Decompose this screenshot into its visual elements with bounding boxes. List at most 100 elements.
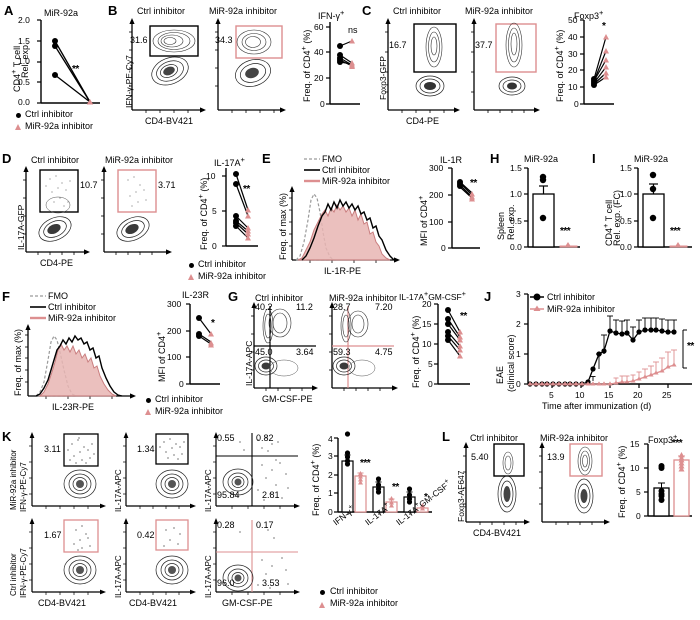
panel-b-plot-left bbox=[129, 18, 206, 113]
panel-c-sub-significance: * bbox=[602, 21, 606, 32]
panel-f-legend-marker-mir bbox=[145, 409, 151, 415]
panel-e-xaxis-label: IL-1R-PE bbox=[324, 266, 362, 276]
panel-g-xaxis-label: GM-CSF-PE bbox=[262, 394, 313, 404]
panel-f-summary: IL-23R MFI of CD4+ 300 200 100 0 * Ctrl … bbox=[140, 288, 230, 428]
panel-f: F FMO Ctrl inhibitor MiR-92a inhibitor F… bbox=[0, 288, 150, 428]
panel-c-sub-ytick-0: 50 bbox=[568, 15, 578, 25]
panel-a-label: A bbox=[4, 3, 14, 18]
panel-f-sub-ytick-1: 200 bbox=[167, 326, 182, 336]
panel-l-sub-ytick-2: 5 bbox=[636, 487, 641, 497]
panel-g-quad-left-lr: 3.64 bbox=[296, 347, 314, 357]
panel-g-sub-ytick-1: 15 bbox=[422, 319, 432, 329]
panel-e-legend-ctrl: Ctrl inhibitor bbox=[322, 165, 371, 175]
panel-c-plot-right bbox=[471, 18, 540, 113]
panel-e-sub-ytick-2: 100 bbox=[429, 217, 444, 227]
panel-k-plot-bottom-2 bbox=[123, 518, 196, 595]
panel-g-quad-right-ul: 28.7 bbox=[333, 302, 351, 312]
panel-c-xaxis-label: CD4-PE bbox=[406, 116, 440, 126]
panel-b-gate-left: 31.6 bbox=[130, 35, 148, 45]
panel-k-xaxis-2: CD4-BV421 bbox=[129, 598, 178, 608]
panel-e-summary: IL-1R MFI of CD4+ 300 200 100 0 ** bbox=[400, 150, 485, 290]
panel-d-sub-title: IL-17A+ bbox=[214, 155, 245, 168]
panel-b-sub-significance: ns bbox=[348, 25, 358, 35]
panel-g-quad-right-lr: 4.75 bbox=[375, 347, 393, 357]
panel-k-summary: Freq. of CD4+ (%) bbox=[300, 430, 451, 620]
panel-k-gate-bot3-ll: 96.0 bbox=[217, 578, 235, 588]
panel-c-sub-ytick-4: 10 bbox=[568, 82, 578, 92]
panel-h-ytick-3: 0.0 bbox=[510, 242, 522, 252]
panel-k-gate-bot2: 0.42 bbox=[137, 530, 155, 540]
panel-k-legend-ctrl: Ctrl inhibitor bbox=[330, 586, 379, 596]
panel-g-quad-left-ur: 11.2 bbox=[296, 302, 313, 312]
panel-d-plot-left bbox=[23, 166, 90, 255]
panel-k-sub-sig-1: ** bbox=[392, 482, 399, 493]
panel-i-label: I bbox=[592, 151, 596, 166]
panel-c-summary: Foxp3+ Freq. of CD4+ (%) 50 40 30 20 10 bbox=[540, 0, 620, 140]
panel-f-sub-ytick-2: 100 bbox=[167, 352, 182, 362]
panel-g-header-right: MiR-92a inhibitor bbox=[328, 293, 398, 303]
panel-k-legend-marker-mir bbox=[319, 602, 325, 608]
panel-d-header-left: Ctrl inhibitor bbox=[30, 155, 79, 165]
panel-h-significance: *** bbox=[560, 226, 571, 237]
panel-d-sub-ytick-0: 10 bbox=[206, 171, 216, 181]
panel-b-sub-ytick-3: 0 bbox=[320, 99, 325, 109]
panel-l-gate-right: 13.9 bbox=[547, 452, 565, 462]
panel-l-label: L bbox=[442, 429, 450, 444]
panel-j-line-chart bbox=[524, 293, 692, 388]
panel-a-ytick-3: 0.5 bbox=[18, 77, 30, 87]
panel-g: G Ctrl inhibitor MiR-92a inhibitor IL-17… bbox=[228, 288, 408, 433]
panel-h-title: MiR-92a bbox=[524, 154, 559, 164]
panel-i-title: MiR-92a bbox=[634, 154, 669, 164]
panel-b-header-left: Ctrl inhibitor bbox=[136, 6, 185, 16]
panel-d-sub-significance: ** bbox=[243, 184, 250, 195]
panel-k-gate-top3-ul: 0.55 bbox=[217, 433, 235, 443]
panel-i: I MiR-92a CD4+ T cell Rel. exp. (FC) 1.5… bbox=[588, 150, 700, 290]
panel-f-legend-mir: MiR-92a inhibitor bbox=[48, 313, 117, 323]
panel-k-sub-ytick-3: 1 bbox=[328, 488, 333, 498]
panel-g-quad-left-ll: 45.0 bbox=[255, 347, 273, 357]
panel-k-legend-marker-ctrl bbox=[320, 590, 325, 595]
panel-e: E FMO Ctrl inhibitor MiR-92a inhibitor F… bbox=[262, 150, 412, 290]
panel-b-sub-ytick-2: 20 bbox=[314, 73, 324, 83]
panel-g-quad-right-ll: 59.3 bbox=[333, 347, 351, 357]
panel-k-gate-bot3-lr: 3.53 bbox=[262, 578, 280, 588]
panel-k-gate-top3-lr: 2.81 bbox=[262, 490, 280, 500]
panel-d-legend-ctrl: Ctrl inhibitor bbox=[198, 259, 247, 269]
panel-h-ytick-1: 1.0 bbox=[510, 189, 522, 199]
panel-g-flow-plots bbox=[251, 302, 398, 391]
panel-f-sub-plot bbox=[186, 303, 220, 385]
panel-h-ytick-0: 1.5 bbox=[510, 163, 522, 173]
panel-e-legend-mir: MiR-92a inhibitor bbox=[322, 176, 391, 186]
panel-g-sub-title: IL-17A+GM-CSF+ bbox=[399, 290, 466, 302]
panel-k-label: K bbox=[2, 429, 12, 444]
panel-d-label: D bbox=[2, 151, 12, 166]
panel-f-legend2-mir: MiR-92a inhibitor bbox=[155, 406, 224, 416]
panel-k-gate-top2: 1.34 bbox=[137, 444, 155, 454]
panel-i-significance: *** bbox=[670, 226, 681, 237]
panel-d-sub-plot bbox=[222, 168, 258, 247]
panel-d-gate-right: 3.71 bbox=[158, 180, 176, 190]
panel-c-gate-left: 16.7 bbox=[389, 40, 407, 50]
panel-f-sub-ytick-0: 300 bbox=[167, 299, 182, 309]
panel-j-ytick-0: 3 bbox=[516, 289, 521, 299]
panel-k-xaxis-3: GM-CSF-PE bbox=[222, 598, 273, 608]
panel-f-legend-ctrl: Ctrl inhibitor bbox=[48, 302, 97, 312]
panel-l-summary: Foxp3+ Freq. of CD4+ (%) 15 10 5 0 *** bbox=[604, 430, 700, 560]
panel-l-gate-left: 5.40 bbox=[471, 452, 489, 462]
panel-d-sub-ytick-2: 0 bbox=[212, 241, 217, 251]
panel-i-ytick-2: 0.5 bbox=[620, 216, 632, 226]
panel-b-plot-right bbox=[215, 18, 286, 113]
panel-k-legend-mir: MiR-92a inhibitor bbox=[330, 598, 399, 608]
panel-k-gate-bot3-ur: 0.17 bbox=[256, 520, 274, 530]
panel-j-legend-mir: MiR-92a inhibitor bbox=[547, 304, 616, 314]
panel-c-sub-ytick-2: 30 bbox=[568, 49, 578, 59]
panel-j-ytick-2: 1 bbox=[516, 349, 521, 359]
panel-k-gate-bot1: 1.67 bbox=[44, 530, 62, 540]
panel-g-plot-right bbox=[329, 302, 398, 391]
panel-c-header-left: Ctrl inhibitor bbox=[392, 6, 441, 16]
panel-f-legend-fmo: FMO bbox=[48, 291, 68, 301]
panel-a-ytick-2: 1.0 bbox=[18, 56, 30, 66]
panel-a-plot bbox=[37, 19, 100, 105]
panel-e-sub-significance: ** bbox=[470, 178, 477, 189]
panel-f-sub-significance: * bbox=[211, 318, 215, 329]
